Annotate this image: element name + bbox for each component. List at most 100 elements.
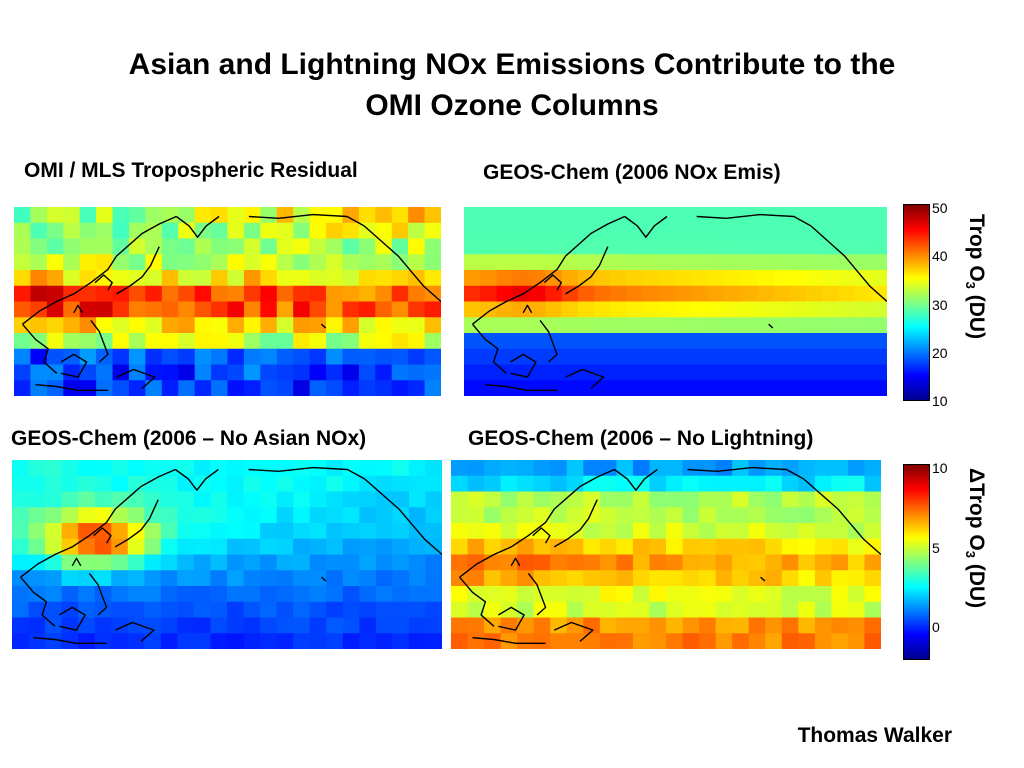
map-cell	[789, 238, 807, 255]
map-cell	[659, 364, 677, 381]
map-cell	[243, 601, 261, 619]
map-cell	[160, 617, 178, 634]
map-cell	[480, 301, 498, 318]
map-cell	[177, 633, 195, 649]
map-cell	[375, 601, 393, 619]
map-cell	[814, 554, 832, 571]
map-cell	[821, 364, 839, 381]
coastline	[363, 225, 441, 303]
map-cell	[45, 475, 63, 493]
map-cell	[529, 333, 546, 350]
colorbar-trop-o3-title-sub: 3	[963, 281, 978, 289]
map-cell	[161, 380, 179, 396]
map-cell	[342, 238, 360, 255]
map-cell	[128, 364, 146, 381]
map-cell	[425, 460, 442, 477]
map-cell	[161, 317, 179, 334]
map-cell	[496, 207, 514, 224]
map-cell	[276, 460, 294, 477]
map-cell	[517, 570, 535, 587]
map-cell	[111, 523, 129, 540]
map-cell	[500, 507, 518, 524]
map-cell	[326, 222, 344, 240]
map-cell	[408, 601, 427, 619]
map-cell	[30, 301, 48, 318]
map-cell	[864, 460, 881, 477]
map-cell	[675, 222, 693, 240]
map-cell	[227, 460, 245, 477]
map-cell	[814, 538, 832, 556]
map-cell	[326, 617, 344, 634]
map-cell	[408, 507, 427, 524]
map-cell	[260, 270, 278, 287]
map-cell	[128, 222, 146, 240]
map-cell	[484, 491, 502, 508]
map-cell	[870, 348, 887, 366]
map-cell	[484, 523, 502, 540]
map-cell	[773, 348, 790, 366]
map-cell	[79, 254, 97, 271]
map-cell	[529, 222, 546, 240]
map-cell	[484, 554, 502, 571]
map-cell	[46, 348, 64, 366]
map-cell	[781, 570, 799, 587]
map-cell	[45, 586, 63, 603]
map-cell	[781, 538, 799, 556]
map-cell	[512, 207, 530, 224]
map-cell	[610, 207, 628, 224]
map-cell	[789, 317, 807, 334]
map-cell	[392, 507, 410, 524]
map-cell	[732, 586, 750, 603]
map-cell	[789, 285, 807, 303]
map-cell	[517, 633, 535, 649]
map-cell	[464, 222, 481, 240]
map-cell	[715, 601, 733, 619]
map-cell	[243, 460, 261, 477]
map-cell	[63, 222, 81, 240]
map-cell	[496, 317, 514, 334]
coastline	[472, 215, 625, 325]
map-cell	[789, 333, 807, 350]
map-cell	[161, 207, 179, 224]
map-cell	[831, 633, 849, 649]
map-cell	[732, 570, 750, 587]
map-cell	[682, 586, 700, 603]
map-cell	[276, 617, 294, 634]
map-cell	[326, 633, 344, 649]
map-cell	[566, 538, 584, 556]
map-cell	[243, 238, 261, 255]
map-cell	[798, 538, 816, 556]
map-cell	[666, 633, 684, 649]
map-cell	[781, 523, 799, 540]
map-cell	[864, 570, 881, 587]
map-cell	[260, 222, 278, 240]
map-cell	[193, 601, 212, 619]
map-cell	[276, 570, 294, 587]
map-cell	[599, 538, 617, 556]
map-cell	[682, 633, 700, 649]
panel-label-geos-2006: GEOS-Chem (2006 NOx Emis)	[483, 161, 781, 184]
map-cell	[144, 570, 162, 587]
map-cell	[425, 475, 442, 493]
map-cell	[194, 364, 212, 381]
map-cell	[79, 222, 97, 240]
map-cell	[649, 507, 667, 524]
coastline	[565, 246, 609, 295]
slide-title-line-2: OMI Ozone Columns	[365, 89, 659, 122]
map-cell	[626, 270, 644, 287]
map-cell	[293, 317, 311, 334]
map-cell	[610, 380, 628, 396]
map-cell	[666, 475, 684, 493]
map-cell	[260, 348, 278, 366]
map-cell	[682, 554, 700, 571]
map-cell	[798, 475, 816, 493]
map-cell	[632, 617, 651, 634]
map-cell	[424, 207, 441, 224]
map-cell	[583, 475, 601, 493]
map-cell	[408, 348, 426, 366]
slide-title: Asian and Lightning NOx Emissions Contri…	[40, 44, 984, 126]
map-cell	[480, 348, 498, 366]
map-cell	[210, 475, 228, 493]
map-cell	[424, 333, 441, 350]
map-cell	[616, 617, 634, 634]
